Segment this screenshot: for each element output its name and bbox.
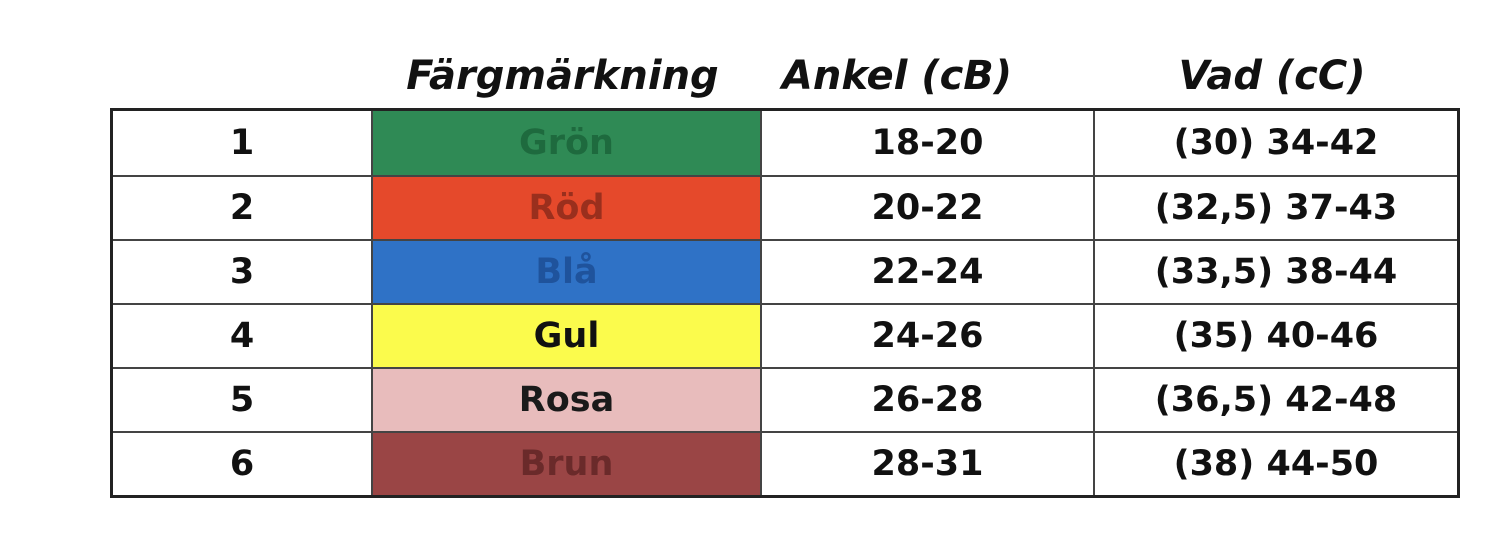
table-row: 1 Grön 18-20 (30) 34-42: [113, 111, 1457, 175]
size-number: 3: [229, 252, 255, 292]
table-row: 2 Röd 20-22 (32,5) 37-43: [113, 175, 1457, 239]
calf-range: (35) 40-46: [1093, 305, 1457, 367]
table-row: 3 Blå 22-24 (33,5) 38-44: [113, 239, 1457, 303]
table-row: 4 Gul 24-26 (35) 40-46: [113, 303, 1457, 367]
color-marking: Röd: [371, 177, 760, 239]
column-header: Vad (cC): [1178, 53, 1366, 99]
calf-range: (33,5) 38-44: [1093, 241, 1457, 303]
calf-range: (36,5) 42-48: [1093, 369, 1457, 431]
ankle-range: 24-26: [760, 305, 1093, 367]
calf-range: (32,5) 37-43: [1093, 177, 1457, 239]
size-number: 5: [229, 380, 255, 420]
ankle-range: 22-24: [760, 241, 1093, 303]
ankle-range: 20-22: [760, 177, 1093, 239]
size-number: 4: [229, 316, 255, 356]
ankle-range: 26-28: [760, 369, 1093, 431]
column-header: Ankel (cB): [781, 53, 1013, 99]
table-row: 6 Brun 28-31 (38) 44-50: [113, 431, 1457, 495]
color-marking: Brun: [371, 433, 760, 495]
table-row: 5 Rosa 26-28 (36,5) 42-48: [113, 367, 1457, 431]
color-marking: Gul: [371, 305, 760, 367]
size-number: 1: [229, 123, 255, 163]
size-number: 2: [229, 188, 255, 228]
size-table: 1 Grön 18-20 (30) 34-42 2 Röd 20-22 (32,5) 37-4…: [110, 108, 1460, 498]
color-marking: Grön: [371, 111, 760, 175]
size-number: 6: [229, 444, 255, 484]
color-marking: Rosa: [371, 369, 760, 431]
calf-range: (30) 34-42: [1093, 111, 1457, 175]
color-marking: Blå: [371, 241, 760, 303]
column-header: Färgmärkning: [406, 53, 719, 99]
calf-range: (38) 44-50: [1093, 433, 1457, 495]
ankle-range: 28-31: [760, 433, 1093, 495]
ankle-range: 18-20: [760, 111, 1093, 175]
